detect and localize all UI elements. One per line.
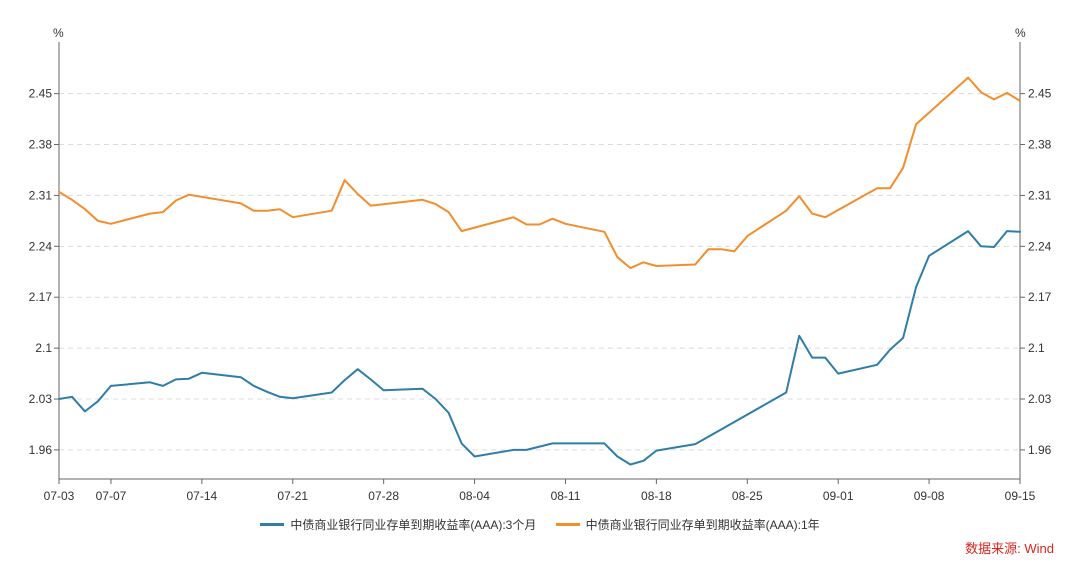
y-tick-label-right: 2.45 [1028,87,1052,101]
x-tick-label: 07-03 [44,489,75,503]
x-tick-label: 07-14 [186,489,217,503]
y-tick-label-right: 2.38 [1028,138,1052,152]
grid-lines [59,93,1020,451]
series-line-3m [58,230,1021,466]
y-axis-unit-right: % [1015,26,1026,40]
x-tick-label: 08-04 [459,489,490,503]
y-tick-label-left: 2.1 [35,341,52,355]
x-tick-label: 08-11 [551,489,581,503]
legend-swatch-3m [260,523,285,526]
tick-labels: 1.96 1.96 2.03 2.03 2.1 2.1 2.17 2.17 2.24 2.24 2.… [29,87,1052,503]
y-tick-label-left: 2.24 [29,239,53,253]
x-tick-label: 09-15 [1005,489,1036,503]
y-tick-label-right: 2.31 [1028,188,1052,202]
y-tick-label-left: 2.45 [29,87,53,101]
x-tick-label: 07-28 [368,489,399,503]
axes [54,42,1025,484]
x-tick-label: 08-18 [641,489,672,503]
legend-swatch-1y [555,523,580,526]
y-tick-label-right: 2.17 [1028,290,1052,304]
x-tick-label: 07-07 [96,489,127,503]
y-tick-label-left: 2.38 [29,138,53,152]
legend-item-1y[interactable]: 中债商业银行同业存单到期收益率(AAA):1年 [555,516,820,533]
y-tick-label-right: 2.1 [1028,341,1045,355]
y-tick-label-right: 2.03 [1028,392,1052,406]
legend-label-3m: 中债商业银行同业存单到期收益率(AAA):3个月 [290,518,537,532]
y-tick-label-left: 2.03 [29,392,53,406]
series-line-1y [58,76,1021,270]
data-source-label: 数据来源: Wind [965,541,1054,556]
y-tick-label-right: 1.96 [1028,443,1052,457]
legend-label-1y: 中债商业银行同业存单到期收益率(AAA):1年 [585,518,820,532]
legend-item-3m[interactable]: 中债商业银行同业存单到期收益率(AAA):3个月 [260,516,536,533]
y-tick-label-left: 1.96 [29,443,53,457]
x-tick-label: 09-01 [823,489,854,503]
line-chart: 1.96 1.96 2.03 2.03 2.1 2.1 2.17 2.17 2.24 2.24 2.… [29,26,1052,503]
y-tick-label-right: 2.24 [1028,239,1052,253]
legend: 中债商业银行同业存单到期收益率(AAA):3个月 中债商业银行同业存单到期收益率… [0,516,1080,533]
x-tick-label: 08-25 [732,489,763,503]
series-lines [58,76,1021,466]
y-axis-unit-left: % [53,26,64,40]
y-tick-label-left: 2.31 [29,188,53,202]
data-source: 数据来源: Wind [965,538,1054,557]
x-tick-label: 09-08 [914,489,945,503]
y-tick-label-left: 2.17 [29,290,53,304]
x-tick-label: 07-21 [277,489,308,503]
